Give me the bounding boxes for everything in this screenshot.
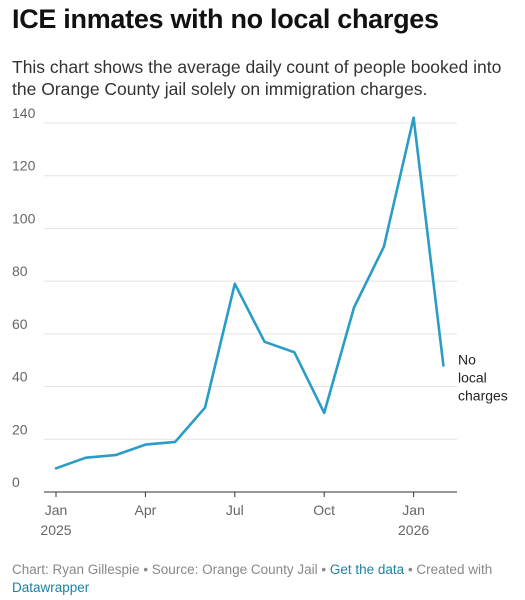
data-point bbox=[263, 340, 267, 344]
data-point bbox=[352, 306, 356, 310]
chart-footer: Chart: Ryan Gillespie • Source: Orange C… bbox=[12, 561, 512, 597]
y-tick-label: 140 bbox=[12, 105, 36, 121]
x-tick-label: Jan bbox=[45, 502, 68, 518]
y-tick-label: 80 bbox=[12, 263, 28, 279]
x-axis: Jan 2025 Apr Jul Oct Jan 2026 bbox=[40, 492, 429, 538]
series-direct-label: local bbox=[458, 369, 487, 385]
data-point bbox=[233, 282, 237, 286]
x-tick-label: 2025 bbox=[40, 522, 71, 538]
x-tick-label: Jan bbox=[402, 502, 425, 518]
data-point bbox=[382, 245, 386, 249]
source-text: Source: Orange County Jail bbox=[151, 562, 318, 577]
separator: • bbox=[317, 562, 330, 577]
get-data-link[interactable]: Get the data bbox=[329, 562, 405, 577]
data-point bbox=[54, 466, 58, 470]
grid-lines bbox=[44, 122, 457, 493]
y-tick-label: 100 bbox=[12, 210, 36, 226]
y-tick-label: 120 bbox=[12, 158, 36, 174]
data-point bbox=[143, 443, 147, 447]
data-point bbox=[441, 363, 445, 367]
line-chart: 0 20 40 60 80 100 120 140 Jan 2025 Apr Jul Oct Jan 20… bbox=[12, 105, 508, 538]
separator: • bbox=[139, 562, 152, 577]
credit-text: Chart: Ryan Gillespie bbox=[12, 562, 140, 577]
data-point bbox=[84, 456, 88, 460]
y-axis: 0 20 40 60 80 100 120 140 bbox=[12, 105, 36, 490]
series-group: No local charges bbox=[54, 116, 508, 470]
y-tick-label: 0 bbox=[12, 474, 20, 490]
chart-subtitle: This chart shows the average daily count… bbox=[12, 57, 502, 99]
datawrapper-link[interactable]: Datawrapper bbox=[12, 580, 90, 595]
data-point bbox=[322, 411, 326, 415]
y-tick-label: 60 bbox=[12, 316, 28, 332]
created-with-text: Created with bbox=[416, 562, 493, 577]
x-tick-label: 2026 bbox=[398, 522, 429, 538]
y-tick-label: 20 bbox=[12, 421, 28, 437]
x-tick-label: Apr bbox=[135, 502, 157, 518]
series-direct-label: charges bbox=[458, 387, 508, 403]
data-point bbox=[203, 406, 207, 410]
separator: • bbox=[404, 562, 417, 577]
series-line bbox=[54, 116, 445, 470]
data-point bbox=[412, 116, 416, 120]
x-tick-label: Jul bbox=[226, 502, 244, 518]
chart-title: ICE inmates with no local charges bbox=[12, 4, 439, 34]
data-point bbox=[292, 350, 296, 354]
data-point bbox=[173, 440, 177, 444]
x-tick-label: Oct bbox=[313, 502, 335, 518]
y-tick-label: 40 bbox=[12, 369, 28, 385]
data-point bbox=[114, 453, 118, 457]
series-direct-label: No bbox=[458, 351, 476, 367]
